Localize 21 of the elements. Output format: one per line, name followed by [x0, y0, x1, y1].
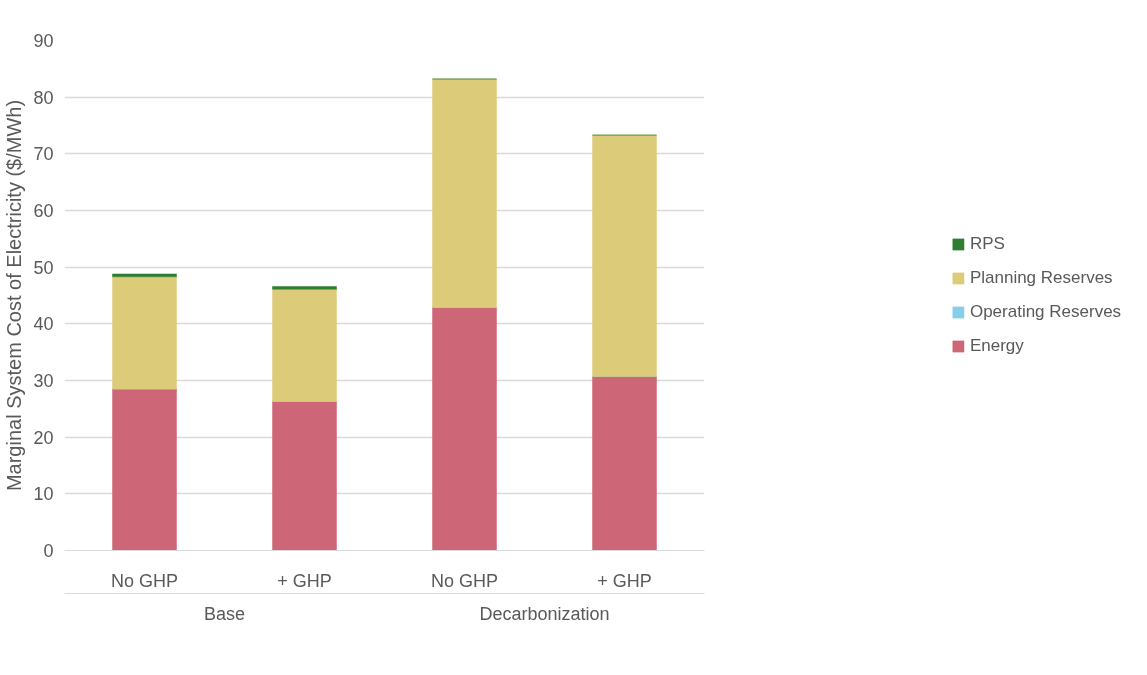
- legend-label: Planning Reserves: [969, 268, 1113, 288]
- y-axis-title: Marginal System Cost of Electricity ($/MWh): [3, 99, 26, 492]
- y-tick-label: 60: [33, 201, 54, 221]
- y-tick-label: 40: [33, 314, 54, 335]
- legend-label: Energy: [969, 336, 1024, 356]
- legend-label: RPS: [969, 234, 1005, 254]
- y-tick-label: 50: [33, 257, 54, 278]
- text: Decarbonization: [479, 603, 610, 624]
- y-tick-label: 80: [33, 87, 54, 108]
- x-tick-label: + GHP: [277, 570, 332, 591]
- x-tick-label: No GHP: [110, 570, 179, 591]
- y-tick-label: 20: [33, 427, 54, 448]
- y-tick-label: 10: [33, 484, 54, 505]
- y-tick-label: 70: [33, 144, 54, 165]
- y-tick-label: 30: [33, 371, 54, 391]
- y-tick-label: 0: [43, 541, 54, 561]
- x-tick-label: No GHP: [430, 570, 499, 591]
- legend-label: Operating Reserves: [969, 302, 1122, 322]
- x-tick-label: + GHP: [597, 570, 652, 591]
- text: Base: [203, 603, 246, 624]
- y-tick-label: 90: [33, 31, 54, 51]
